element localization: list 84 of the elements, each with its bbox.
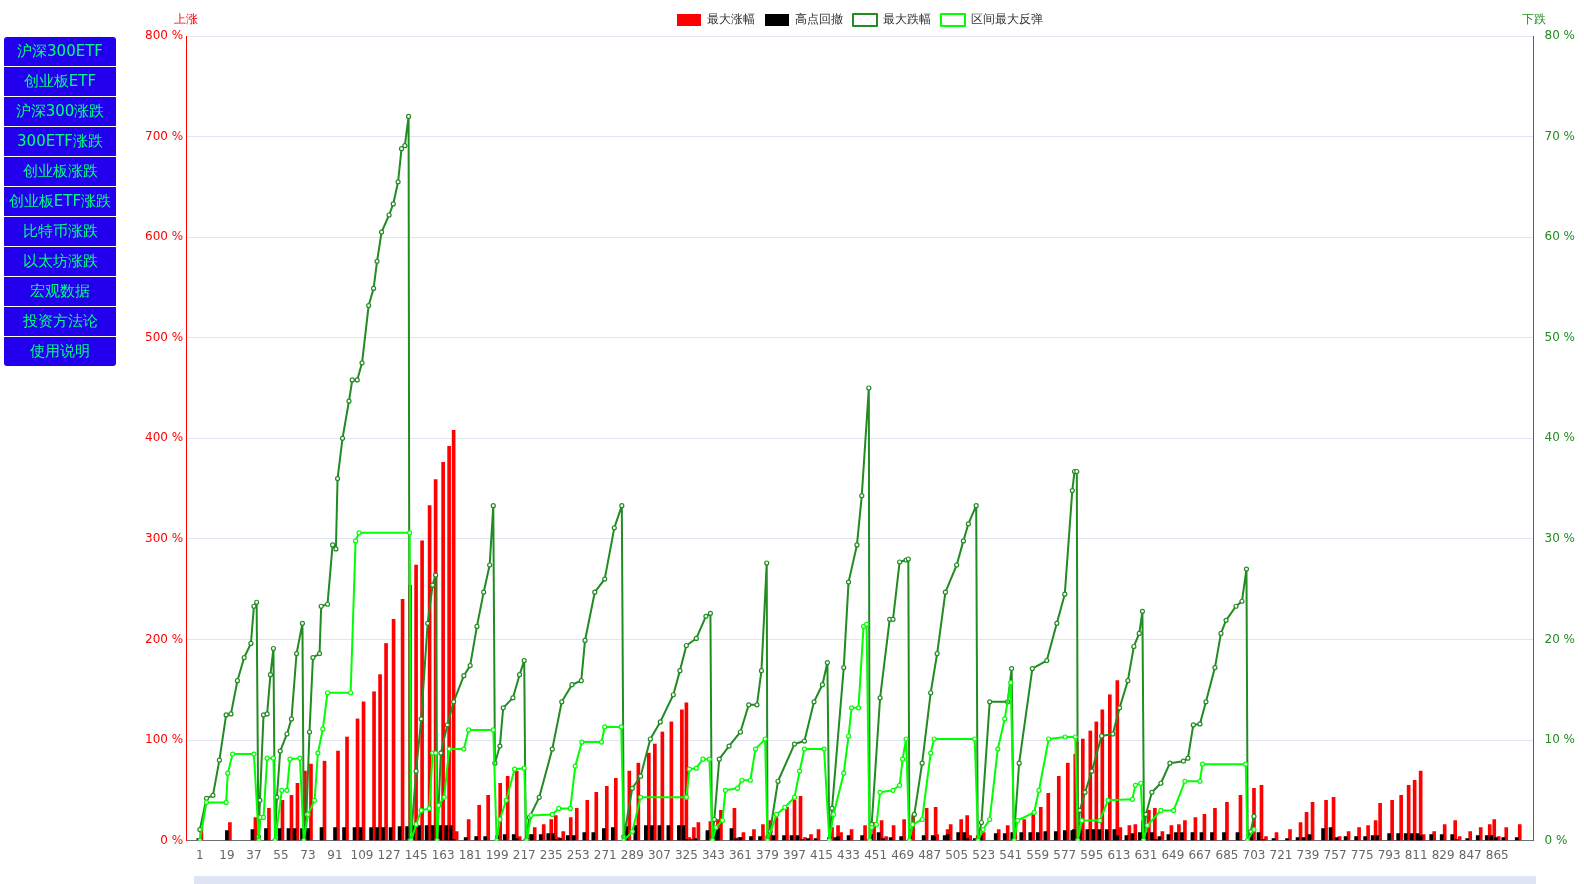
x-tick-label: 613 [1107, 847, 1131, 862]
x-tick-label: 757 [1323, 847, 1347, 862]
y2-tick-label: 20 % [1544, 631, 1576, 646]
y2-tick-label: 10 % [1544, 732, 1576, 747]
x-tick-label: 487 [918, 847, 942, 862]
legend-label: 最大跌幅 [883, 12, 931, 27]
x-tick-label: 631 [1134, 847, 1158, 862]
x-tick-label: 325 [674, 847, 698, 862]
y-axis-title: 上涨 [174, 12, 199, 27]
x-tick-label: 811 [1404, 847, 1428, 862]
x-tick-label: 433 [837, 847, 861, 862]
x-tick-label: 523 [972, 847, 996, 862]
y2-tick-label: 40 % [1544, 430, 1576, 445]
x-tick-label: 469 [891, 847, 915, 862]
x-tick-label: 271 [593, 847, 617, 862]
legend-label: 最大涨幅 [707, 12, 755, 27]
x-tick-label: 73 [300, 847, 316, 862]
text: 以太坊涨跌 [4, 247, 116, 277]
x-tick-label: 361 [728, 847, 752, 862]
y-tick-label: 700 % [145, 128, 184, 143]
x-tick-label: 253 [566, 847, 590, 862]
x-tick-label: 217 [512, 847, 536, 862]
y-tick-label: 200 % [145, 631, 184, 646]
x-tick-label: 235 [539, 847, 563, 862]
x-tick-label: 595 [1080, 847, 1104, 862]
y2-tick-label: 80 % [1544, 28, 1576, 43]
y2-tick-label: 0 % [1544, 832, 1568, 847]
x-tick-label: 865 [1485, 847, 1509, 862]
x-tick-label: 91 [327, 847, 343, 862]
x-tick-label: 397 [783, 847, 806, 862]
x-tick-label: 109 [350, 847, 374, 862]
text: 投资方法论 [4, 307, 116, 337]
x-tick-label: 181 [458, 847, 482, 862]
text: 创业板涨跌 [4, 157, 116, 187]
x-tick-label: 739 [1296, 847, 1320, 862]
x-tick-label: 559 [1026, 847, 1050, 862]
y2-tick-label: 70 % [1544, 128, 1576, 143]
x-tick-label: 577 [1053, 847, 1077, 862]
x-tick-label: 127 [377, 847, 401, 862]
x-tick-label: 793 [1377, 847, 1401, 862]
y2-tick-label: 50 % [1544, 329, 1576, 344]
text: 宏观数据 [4, 277, 116, 307]
x-tick-label: 37 [246, 847, 262, 862]
y-tick-label: 500 % [145, 329, 184, 344]
x-tick-label: 829 [1431, 847, 1455, 862]
x-tick-label: 775 [1350, 847, 1374, 862]
text: 沪深300涨跌 [4, 97, 116, 127]
x-tick-label: 379 [756, 847, 779, 862]
y2-tick-label: 30 % [1544, 531, 1576, 545]
text: 使用说明 [29, 341, 91, 362]
x-tick-label: 199 [485, 847, 509, 862]
y2-axis-title: 下跌 [1521, 12, 1546, 27]
x-tick-label: 307 [647, 847, 671, 862]
y-tick-label: 400 % [145, 430, 184, 445]
y-tick-label: 800 % [145, 28, 184, 43]
x-tick-label: 685 [1215, 847, 1239, 862]
text: 沪深300ETF [4, 37, 116, 67]
x-tick-label: 847 [1458, 847, 1482, 862]
x-tick-label: 541 [999, 847, 1023, 862]
y-tick-label: 100 % [145, 732, 184, 747]
x-tick-label: 505 [945, 847, 969, 862]
y2-tick-label: 60 % [1544, 229, 1576, 244]
x-tick-label: 55 [273, 847, 289, 862]
legend-label: 区间最大反弹 [971, 12, 1043, 27]
x-tick-label: 163 [431, 847, 455, 862]
x-tick-label: 1 [196, 847, 204, 862]
legend-label: 高点回撤 [795, 12, 843, 27]
x-tick-label: 19 [219, 847, 235, 862]
x-tick-label: 415 [810, 847, 833, 862]
x-tick-label: 649 [1161, 847, 1185, 862]
y-tick-label: 600 % [145, 229, 184, 244]
text: 比特币涨跌 [4, 217, 116, 247]
x-tick-label: 343 [701, 847, 725, 862]
x-tick-label: 721 [1269, 847, 1293, 862]
x-tick-label: 289 [620, 847, 644, 862]
x-tick-label: 703 [1242, 847, 1266, 862]
text: 创业板ETF [4, 67, 116, 97]
x-tick-label: 667 [1188, 847, 1212, 862]
y-tick-label: 300 % [145, 531, 184, 545]
x-tick-label: 145 [404, 847, 428, 862]
text: 300ETF涨跌 [4, 127, 116, 157]
y-tick-label: 0 % [160, 832, 184, 847]
text: 创业板ETF涨跌 [4, 187, 116, 217]
x-tick-label: 451 [864, 847, 888, 862]
